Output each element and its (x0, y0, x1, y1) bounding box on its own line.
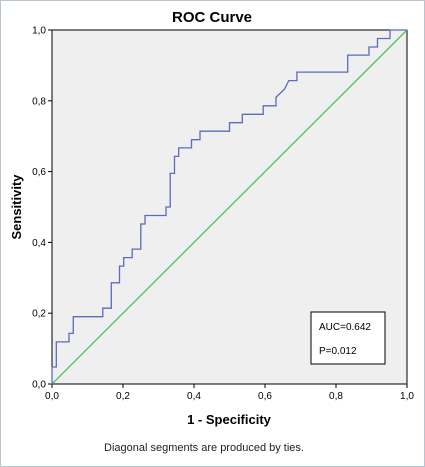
roc-curve-line (51, 29, 407, 384)
annotation-box (310, 311, 386, 365)
y-tick-label: 0,2 (32, 309, 46, 320)
y-tick-label: 0,8 (32, 96, 46, 107)
y-tick-label: 1,0 (32, 26, 46, 37)
y-axis-ticks: 0,0 0,2 0,4 0,6 0,8 1,0 (32, 26, 52, 391)
x-axis-ticks: 0,0 0,2 0,4 0,6 0,8 1,0 (45, 384, 414, 402)
y-tick-label: 0,4 (32, 238, 46, 249)
y-tick-label: 0,6 (32, 167, 46, 178)
reference-line (51, 29, 408, 385)
x-tick-label: 1,0 (400, 391, 414, 402)
x-tick-label: 0,8 (329, 391, 343, 402)
footnote: Diagonal segments are produced by ties. (104, 442, 304, 454)
x-tick-label: 0,2 (116, 391, 130, 402)
x-tick-label: 0,0 (45, 391, 59, 402)
p-value-annotation: P=0.012 (319, 346, 357, 357)
x-tick-label: 0,4 (187, 391, 201, 402)
x-axis-label: 1 - Specificity (187, 412, 272, 427)
x-tick-label: 0,6 (258, 391, 272, 402)
y-axis-label: Sensitivity (9, 174, 24, 240)
chart-title: ROC Curve (172, 9, 252, 26)
y-tick-label: 0,0 (32, 380, 46, 391)
auc-annotation: AUC=0.642 (319, 322, 371, 333)
